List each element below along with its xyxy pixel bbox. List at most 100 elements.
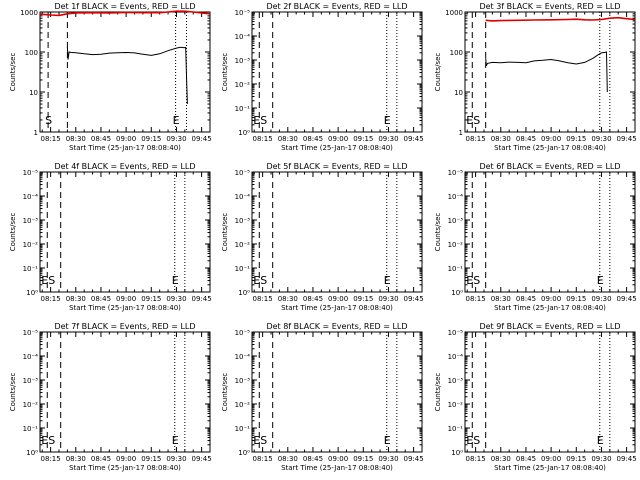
x-tick-label: 09:15 [353,295,373,303]
x-tick-label: 08:45 [303,455,323,463]
x-tick-label: 09:15 [141,295,161,303]
x-tick-label: 08:30 [66,455,86,463]
detector-panel-3: Det 3f BLACK = Events, RED = LLD 1 10 100 10… [434,2,637,152]
panel-title: Det 1f BLACK = Events, RED = LLD [54,2,195,11]
y-tick-label: 10⁻⁵ [235,169,251,177]
y-tick-label: 10⁻⁴ [235,193,251,201]
x-tick-label: 08:45 [91,455,111,463]
y-tick-label: 100 [450,49,463,57]
y-tick-label: 10⁻¹ [23,265,39,273]
y-tick-label: 10⁻⁵ [23,329,39,337]
x-tick-label: 09:45 [404,295,424,303]
x-tick-label: 09:00 [328,295,348,303]
plot-frame [39,331,211,453]
x-tick-label: 09:30 [166,455,186,463]
y-tick-label: 10⁰ [451,289,463,297]
detector-panel-8: Det 8f BLACK = Events, RED = LLD 10⁰ 10⁻¹ 1… [221,322,424,472]
x-axis-label: Start Time (25-Jan-17 08:08:40) [69,464,181,472]
y-tick-label: 10 [29,89,38,97]
x-tick-label: 09:00 [116,135,136,143]
x-tick-label: 09:30 [378,135,398,143]
x-tick-label: 08:45 [303,135,323,143]
y-tick-label: 10⁻¹ [448,265,464,273]
x-tick-label: 08:30 [491,295,511,303]
lld-rate-line [39,10,211,17]
y-tick-label: 10⁻⁵ [448,169,464,177]
x-tick-label: 08:45 [516,135,536,143]
y-tick-label: 10⁻¹ [235,425,251,433]
x-axis-label: Start Time (25-Jan-17 08:08:40) [494,464,606,472]
y-tick-label: 1000 [20,9,38,17]
marker-label: E [172,274,179,287]
x-tick-label: 09:00 [116,295,136,303]
y-tick-label: 10⁰ [238,449,250,457]
plot-frame [251,11,423,133]
y-axis-label: Counts/sec [221,373,229,412]
marker-label: E [384,274,391,287]
x-tick-label: 09:30 [378,295,398,303]
x-tick-label: 09:15 [353,455,373,463]
marker-label: E [597,274,604,287]
x-axis-label: Start Time (25-Jan-17 08:08:40) [494,144,606,152]
marker-label: ES [253,274,267,287]
x-tick-label: 09:30 [591,455,611,463]
plot-frame [464,171,636,293]
x-tick-label: 08:45 [91,295,111,303]
y-tick-label: 1 [459,129,463,137]
y-tick-label: 10⁻² [235,241,251,249]
x-axis-label: Start Time (25-Jan-17 08:08:40) [494,304,606,312]
marker-label: ES [41,274,55,287]
x-tick-label: 08:30 [278,295,298,303]
x-tick-label: 09:00 [541,295,561,303]
x-axis-label: Start Time (25-Jan-17 08:08:40) [281,144,393,152]
y-axis-label: Counts/sec [9,213,17,252]
y-tick-label: 10⁻³ [235,217,251,225]
x-axis-label: Start Time (25-Jan-17 08:08:40) [281,464,393,472]
marker-label: ES [41,434,55,447]
marker-label: ES [466,434,480,447]
x-tick-label: 08:15 [41,135,61,143]
x-tick-label: 09:45 [617,295,637,303]
events-rate-line [66,46,188,105]
y-tick-label: 10⁻⁴ [23,353,39,361]
x-tick-label: 09:30 [166,295,186,303]
marker-label: E [597,434,604,447]
y-tick-label: 10⁻² [23,401,39,409]
marker-label: ES [253,114,267,127]
detector-panel-9: Det 9f BLACK = Events, RED = LLD 10⁰ 10⁻¹ 1… [434,322,637,472]
x-tick-label: 08:30 [66,135,86,143]
x-tick-label: 08:15 [466,295,486,303]
x-tick-label: 09:00 [328,135,348,143]
marker-label: E [384,434,391,447]
panel-title: Det 6f BLACK = Events, RED = LLD [479,162,620,171]
y-tick-label: 10⁻⁵ [448,329,464,337]
x-tick-label: 09:45 [192,295,212,303]
marker-label: E [384,114,391,127]
x-tick-label: 09:45 [404,455,424,463]
marker-label: S [45,114,52,127]
x-tick-label: 09:00 [328,455,348,463]
x-tick-label: 09:15 [141,135,161,143]
y-axis-label: Counts/sec [9,53,17,92]
x-tick-label: 09:30 [591,135,611,143]
marker-label: ES [466,274,480,287]
y-tick-label: 10⁻³ [235,57,251,65]
x-tick-label: 09:45 [617,455,637,463]
x-tick-label: 09:45 [192,455,212,463]
x-tick-label: 09:00 [116,455,136,463]
x-tick-label: 08:15 [466,455,486,463]
y-tick-label: 100 [25,49,38,57]
detector-panel-4: Det 4f BLACK = Events, RED = LLD 10⁰ 10⁻¹ 1… [9,162,212,312]
x-tick-label: 08:30 [278,135,298,143]
x-tick-label: 08:15 [253,135,273,143]
y-tick-label: 1000 [445,9,463,17]
x-tick-label: 08:30 [491,455,511,463]
x-tick-label: 09:45 [192,135,212,143]
detector-panel-6: Det 6f BLACK = Events, RED = LLD 10⁰ 10⁻¹ 1… [434,162,637,312]
y-tick-label: 10⁻² [235,81,251,89]
x-tick-label: 09:30 [591,295,611,303]
y-tick-label: 10⁻⁴ [23,193,39,201]
y-tick-label: 10⁻³ [23,377,39,385]
y-tick-label: 10⁻⁵ [23,169,39,177]
